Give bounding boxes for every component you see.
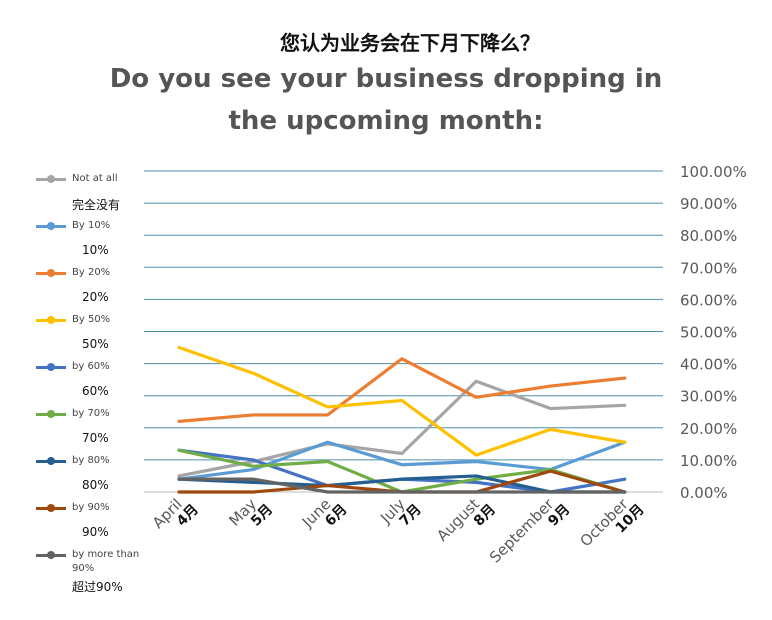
y-tick-label: 60.00% [680,291,737,309]
y-tick-label: 40.00% [680,356,737,374]
legend-label-cn: 10% [82,243,109,257]
legend-dot-marker [47,222,55,230]
legend-label: By 10% [72,220,111,231]
y-tick-label: 10.00% [680,452,737,470]
legend-label: by 90% [72,502,110,513]
legend-label-cn: 超过90% [72,580,123,594]
y-tick-label: 0.00% [680,484,728,502]
legend-label-cn: 50% [82,337,109,351]
gridlines [144,170,663,493]
legend-dot-marker [47,363,55,371]
y-tick-label: 20.00% [680,420,737,438]
legend-dot-marker [47,551,55,559]
y-tick-label: 80.00% [680,227,737,245]
series-line [177,357,627,423]
legend-dot-marker [47,410,55,418]
series-line [177,477,627,494]
legend-label-cn: 70% [82,431,109,445]
y-tick-label: 70.00% [680,259,737,277]
y-tick-label: 100.00% [680,163,747,181]
y-axis-tick-labels: 100.00% 90.00% 80.00% 70.00% 60.00% 50.00% 40.… [680,163,747,502]
legend-dot-marker [47,269,55,277]
legend-label: Not at all [72,173,118,184]
legend-dot-marker [47,504,55,512]
legend-label: by 80% [72,455,110,466]
legend-label-cn: 完全没有 [72,198,121,212]
legend-dot-marker [47,457,55,465]
legend-label-cn: 60% [82,384,109,398]
legend-label: by 70% [72,408,110,419]
legend-label-cn: 80% [82,478,109,492]
y-tick-label: 30.00% [680,388,737,406]
series-lines [177,345,627,494]
chart-title-chinese: 您认为业务会在下月下降么？ [280,31,540,55]
y-tick-label: 50.00% [680,324,737,342]
legend-dot-marker [47,175,55,183]
legend-label: by more than 90% [72,549,140,574]
series-line [177,345,627,457]
legend-label-cn: 90% [82,525,109,539]
legend-dot-marker [47,316,55,324]
legend-label: by 60% [72,361,110,372]
chart-title: Do you see your business dropping in the… [109,64,663,136]
legend-label: By 20% [72,267,111,278]
y-tick-label: 90.00% [680,195,737,213]
x-tick-label: September [486,495,558,567]
legend-label: By 50% [72,314,111,325]
legend-label-cn: 20% [82,290,109,304]
